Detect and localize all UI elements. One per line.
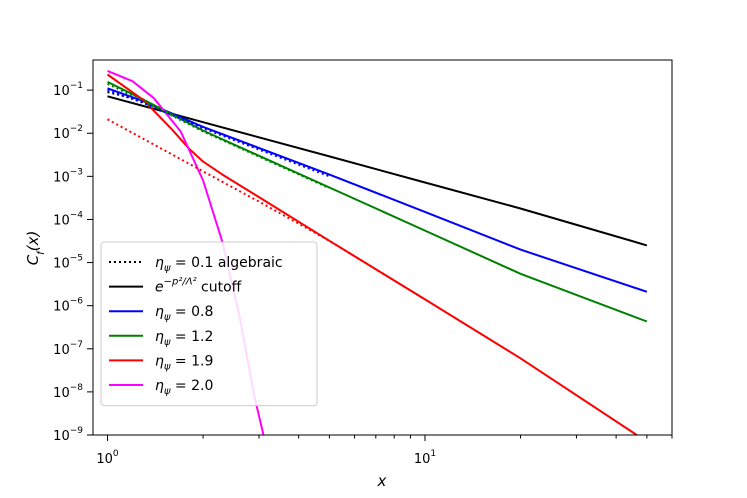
y-tick-label-4: 10−5 [53, 254, 83, 272]
y-tick-label-1: 10−8 [53, 383, 83, 401]
y-tick-label-5: 10−4 [53, 210, 83, 228]
x-axis-label: x [377, 472, 387, 490]
y-tick-label-0: 10−9 [53, 426, 83, 444]
y-tick-label-7: 10−2 [53, 124, 83, 142]
legend-frame [100, 241, 318, 407]
x-tick-label-0: 100 [96, 449, 119, 467]
legend-label-5: ηψ = 2.0 [155, 378, 213, 397]
legend: ηψ = 0.1 algebraic e−p²/Λ² cutoff ηψ = 0.8… [100, 241, 318, 407]
series-line-8 [107, 82, 330, 190]
y-tick-label-8: 10−1 [53, 81, 83, 99]
x-tick-label-1: 101 [414, 449, 436, 467]
y-tick-label-6: 10−3 [53, 167, 83, 185]
series-line-4 [106, 73, 639, 435]
legend-label-0: ηψ = 0.1 algebraic [155, 255, 283, 274]
series-line-1 [107, 95, 648, 247]
legend-label-2: ηψ = 0.8 [155, 304, 213, 323]
legend-label-1: e−p²/Λ² cutoff [155, 277, 242, 296]
plot-area-frame [92, 59, 673, 436]
series-line-6 [107, 118, 426, 301]
y-axis-label: Cf(x) [24, 231, 47, 266]
y-tick-label-3: 10−6 [53, 297, 83, 315]
y-tick-label-2: 10−7 [53, 340, 83, 358]
legend-label-4: ηψ = 1.9 [155, 353, 213, 372]
legend-label-3: ηψ = 1.2 [155, 329, 213, 348]
series-line-7 [107, 89, 330, 178]
